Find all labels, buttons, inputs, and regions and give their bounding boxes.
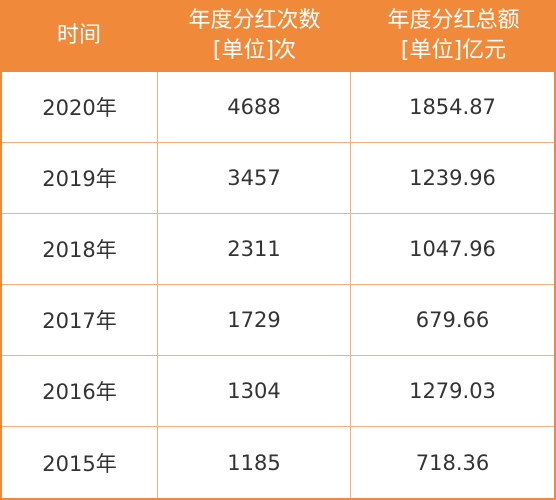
year-cell: 2017年 — [2, 285, 158, 355]
count-cell: 4688 — [158, 72, 351, 142]
header-dividend-amount-unit: [单位]亿元 — [400, 38, 507, 63]
table-body: 2020年 4688 1854.87 2019年 3457 1239.96 20… — [0, 72, 556, 500]
header-dividend-count-label: 年度分红次数 — [188, 8, 321, 33]
table-row: 2015年 1185 718.36 — [2, 427, 554, 498]
year-cell: 2015年 — [2, 427, 158, 498]
amount-cell: 1854.87 — [409, 95, 496, 119]
header-time: 时间 — [0, 0, 158, 72]
header-time-label: 时间 — [56, 23, 101, 48]
table-row: 2019年 3457 1239.96 — [2, 143, 554, 214]
amount-cell: 679.66 — [415, 308, 490, 332]
table-row: 2016年 1304 1279.03 — [2, 356, 554, 427]
header-dividend-amount-label: 年度分红总额 — [387, 8, 520, 33]
header-dividend-count-unit: [单位]次 — [212, 38, 297, 63]
year-cell: 2019年 — [2, 143, 158, 213]
amount-cell: 1279.03 — [409, 379, 496, 403]
header-dividend-count: 年度分红次数 [单位]次 — [158, 0, 351, 72]
table-row: 2018年 2311 1047.96 — [2, 214, 554, 285]
amount-cell: 718.36 — [415, 450, 490, 475]
count-cell: 3457 — [158, 143, 351, 213]
table-row: 2017年 1729 679.66 — [2, 285, 554, 356]
count-cell: 2311 — [158, 214, 351, 284]
amount-cell: 1239.96 — [409, 166, 496, 190]
year-cell: 2018年 — [2, 214, 158, 284]
count-cell: 1185 — [158, 427, 351, 498]
table-row: 2020年 4688 1854.87 — [2, 72, 554, 143]
amount-cell: 1047.96 — [409, 237, 496, 261]
year-cell: 2020年 — [2, 72, 158, 142]
header-dividend-amount: 年度分红总额 [单位]亿元 — [351, 0, 556, 72]
table-header: 时间 年度分红次数 [单位]次 年度分红总额 [单位]亿元 — [0, 0, 556, 72]
count-cell: 1729 — [158, 285, 351, 355]
year-cell: 2016年 — [2, 356, 158, 426]
count-cell: 1304 — [158, 356, 351, 426]
